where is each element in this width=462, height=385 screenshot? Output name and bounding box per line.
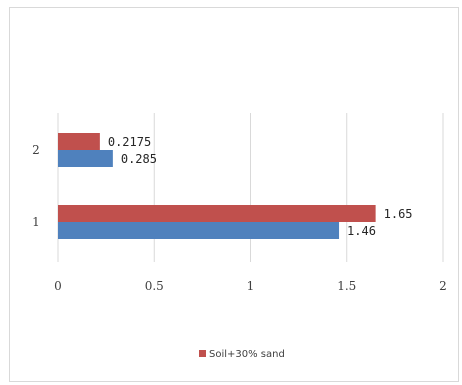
x-tick-label: 2	[439, 279, 447, 293]
bar-series-1-cat-1	[58, 205, 376, 222]
chart-area	[9, 7, 459, 382]
bar-series-0-cat-2	[58, 150, 113, 167]
data-label: 0.285	[121, 152, 157, 166]
bar-series-0-cat-1	[58, 222, 340, 239]
x-tick-label: 1.5	[337, 279, 356, 293]
bar-series-1-cat-2	[58, 133, 100, 150]
legend-swatch-soil-30-sand	[199, 350, 206, 357]
data-label: 1.65	[384, 207, 413, 221]
x-axis-ticks: 0 0.5 1 1.5 2	[54, 279, 447, 293]
x-tick-label: 0.5	[145, 279, 164, 293]
legend: Soil+30% sand	[199, 349, 285, 360]
x-tick-label: 0	[54, 279, 62, 293]
data-label: 0.2175	[108, 135, 151, 149]
legend-label-soil-30-sand: Soil+30% sand	[209, 349, 285, 360]
y-tick-label: 1	[32, 215, 40, 229]
bars	[58, 133, 376, 239]
y-axis-ticks: 12	[32, 143, 40, 229]
x-tick-label: 1	[247, 279, 255, 293]
data-labels: 1.46 0.285 1.65 0.2175	[108, 135, 413, 238]
data-label: 1.46	[347, 224, 376, 238]
y-tick-label: 2	[32, 143, 40, 157]
